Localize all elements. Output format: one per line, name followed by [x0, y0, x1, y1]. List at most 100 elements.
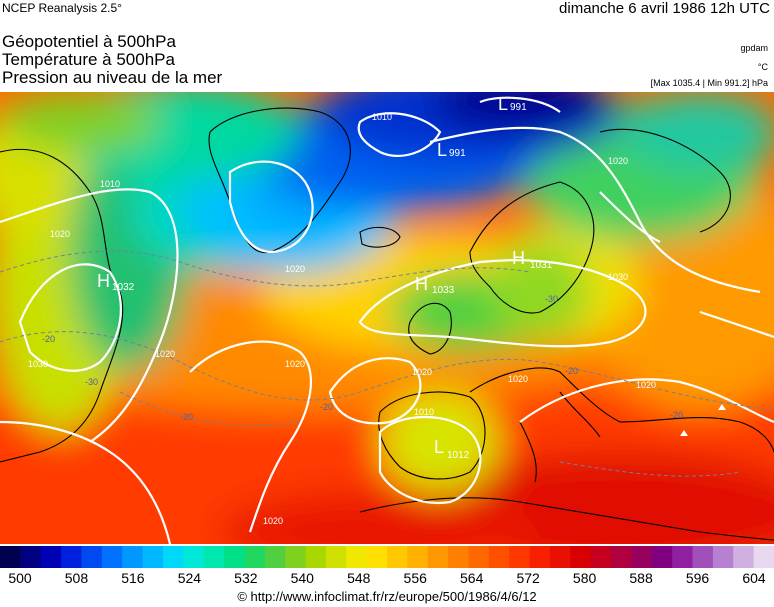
isobar-label: 1030	[28, 359, 48, 369]
color-scale-tick-label: 588	[629, 570, 653, 586]
isobar-label: 1010	[372, 112, 392, 122]
color-swatch	[101, 546, 123, 568]
color-swatch	[631, 546, 653, 568]
color-swatch	[40, 546, 62, 568]
color-swatch	[407, 546, 429, 568]
isobar-label: 1020	[608, 156, 628, 166]
high-center-value: 1031	[530, 260, 553, 271]
coastlines	[0, 107, 774, 541]
isobar-label: 1020	[636, 380, 656, 390]
color-swatch	[488, 546, 510, 568]
color-scale-tick-label: 516	[121, 570, 145, 586]
high-center-label: H	[415, 274, 428, 294]
color-swatch	[529, 546, 551, 568]
color-swatch	[712, 546, 734, 568]
color-swatch	[753, 546, 774, 568]
unit-geopotential: gpdam	[740, 43, 768, 53]
color-swatch	[468, 546, 490, 568]
color-swatch	[142, 546, 164, 568]
color-scale-tick-label: 508	[64, 570, 89, 586]
unit-pressure: [Max 1035.4 | Min 991.2] hPa	[650, 78, 768, 88]
isobar-label: 1020	[412, 367, 432, 377]
color-swatch	[325, 546, 347, 568]
pressure-centers: L 991 L 991 H 1032 H 1031 H 1033 L 1012	[97, 94, 553, 461]
low-center-label: L	[437, 140, 447, 160]
color-swatch	[448, 546, 470, 568]
isobar-label: 1020	[508, 374, 528, 384]
title-geopotential: Géopotentiel à 500hPa	[2, 32, 176, 51]
color-scale-tick-label: 580	[572, 570, 597, 586]
color-swatch	[183, 546, 205, 568]
temperature-label: -20	[180, 412, 193, 422]
temperature-label: -30	[545, 294, 558, 304]
color-swatch	[0, 546, 21, 568]
color-scale-tick-label: 524	[177, 570, 202, 586]
color-swatch	[672, 546, 694, 568]
color-swatch	[224, 546, 246, 568]
mountain-markers	[680, 404, 726, 436]
color-scale-tick-label: 596	[685, 570, 710, 586]
low-center-value: 991	[449, 148, 466, 159]
color-swatch	[285, 546, 307, 568]
mountain-marker-icon	[718, 404, 726, 410]
color-swatch	[427, 546, 449, 568]
color-scale-tick-label: 556	[403, 570, 427, 586]
temperature-label: -20	[565, 366, 578, 376]
color-swatch	[651, 546, 673, 568]
high-center-value: 1033	[432, 285, 455, 296]
temperature-label: -30	[85, 377, 98, 387]
color-swatch	[387, 546, 408, 568]
color-swatch	[611, 546, 633, 568]
title-temperature: Température à 500hPa	[2, 50, 175, 69]
color-scale-svg	[0, 546, 774, 568]
temperature-labels: -20 -30 -20 -20 -20 -20 -30	[42, 294, 683, 422]
isobar-label: 1010	[100, 179, 120, 189]
isotherms	[0, 250, 774, 477]
color-swatch	[81, 546, 103, 568]
high-center-label: H	[97, 271, 110, 291]
date-label: dimanche 6 avril 1986 12h UTC	[559, 0, 770, 17]
color-scale	[0, 546, 774, 568]
isobar-label: 1020	[285, 359, 305, 369]
color-swatch	[305, 546, 327, 568]
color-swatch	[590, 546, 612, 568]
temperature-label: -20	[320, 402, 333, 412]
map-svg: L 991 L 991 H 1032 H 1031 H 1033 L 1012 …	[0, 92, 774, 544]
color-swatch	[20, 546, 42, 568]
color-swatch	[733, 546, 755, 568]
isobar-label: 1010	[414, 407, 434, 417]
color-scale-tick-label: 540	[290, 570, 314, 586]
source-label: NCEP Reanalysis 2.5°	[2, 1, 122, 15]
weather-map: L 991 L 991 H 1032 H 1031 H 1033 L 1012 …	[0, 92, 774, 544]
color-swatch	[162, 546, 184, 568]
footer-url: © http://www.infoclimat.fr/rz/europe/500…	[237, 589, 537, 604]
color-swatch	[122, 546, 144, 568]
color-scale-tick-label: 604	[742, 570, 766, 586]
color-swatch	[61, 546, 83, 568]
high-center-value: 1032	[112, 282, 135, 293]
unit-temperature: °C	[757, 62, 768, 72]
color-swatch	[203, 546, 225, 568]
low-center-label: L	[434, 437, 444, 457]
low-center-label: L	[498, 94, 508, 114]
color-swatch	[509, 546, 531, 568]
isobar-label: 1020	[263, 516, 283, 526]
isobar-labels: 1010 1010 1020 1020 1020 1030 1020 1020 …	[28, 112, 656, 526]
geopotential-field	[0, 92, 774, 544]
low-center-value: 991	[510, 102, 527, 113]
isobar-label: 1020	[155, 349, 175, 359]
color-swatch	[549, 546, 571, 568]
color-scale-tick-label: 548	[347, 570, 371, 586]
color-scale-tick-label: 564	[460, 570, 484, 586]
color-scale-tick-label: 532	[234, 570, 258, 586]
color-swatch	[346, 546, 368, 568]
low-center-value: 1012	[447, 450, 470, 461]
isobar-label: 1020	[50, 229, 70, 239]
temperature-label: -20	[42, 334, 55, 344]
title-pressure: Pression au niveau de la mer	[2, 68, 223, 87]
isobar-label: 1030	[608, 272, 628, 282]
color-swatch	[692, 546, 714, 568]
color-swatch	[264, 546, 286, 568]
color-swatch	[570, 546, 592, 568]
color-scale-tick-label: 572	[516, 570, 540, 586]
